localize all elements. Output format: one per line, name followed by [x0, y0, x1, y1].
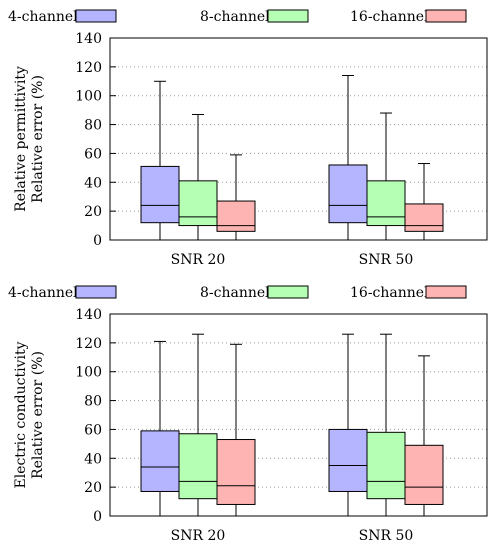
- y-tick-label: 60: [84, 146, 102, 162]
- y-axis-subtitle: Relative error (%): [30, 351, 46, 479]
- y-tick-label: 140: [75, 31, 102, 47]
- box: [178, 180, 218, 227]
- legend-swatch: [267, 9, 309, 23]
- legend-swatch: [75, 9, 117, 23]
- legend-label: 8-channels: [200, 285, 277, 301]
- box: [404, 203, 444, 232]
- plot-frame: [109, 313, 488, 517]
- x-tick-label: SNR 50: [359, 528, 414, 544]
- y-tick-label: 100: [75, 365, 102, 381]
- box: [404, 444, 444, 505]
- legend-label: 16-channels: [350, 285, 436, 301]
- y-tick-label: 40: [84, 175, 102, 191]
- y-tick-label: 40: [84, 451, 102, 467]
- y-axis-title: Relative permittivity: [13, 66, 29, 212]
- x-tick-label: SNR 20: [171, 528, 226, 544]
- box: [328, 164, 368, 224]
- y-tick-label: 60: [84, 422, 102, 438]
- y-axis-title: Electric conductivity: [13, 341, 29, 488]
- y-tick-label: 0: [93, 509, 102, 525]
- box: [140, 165, 180, 224]
- x-tick-label: SNR 50: [359, 252, 414, 268]
- y-tick-label: 80: [84, 118, 102, 134]
- box: [178, 433, 218, 500]
- y-tick-label: 120: [75, 336, 102, 352]
- legend-swatch: [425, 9, 467, 23]
- legend-label: 8-channels: [200, 9, 277, 25]
- permittivity-panel: 0 20 40 60 80 100 120 140 SNR 20 SNR 50 Relative p…: [8, 9, 488, 268]
- y-tick-label: 20: [84, 204, 102, 220]
- legend-label: 16-channels: [350, 9, 436, 25]
- y-tick-label: 140: [75, 307, 102, 323]
- y-tick-label: 120: [75, 60, 102, 76]
- legend-swatch: [425, 285, 467, 299]
- box: [216, 439, 256, 505]
- legend-swatch: [267, 285, 309, 299]
- box: [216, 200, 256, 232]
- legend-label: 4-channels: [8, 9, 85, 25]
- legend-swatch: [75, 285, 117, 299]
- plot-frame: [109, 37, 488, 241]
- legend-label: 4-channels: [8, 285, 85, 301]
- box: [328, 428, 368, 492]
- box: [140, 430, 180, 492]
- y-tick-label: 20: [84, 480, 102, 496]
- conductivity-panel: 0 20 40 60 80 100 120 140 SNR 20 SNR 50 Electric c…: [8, 285, 488, 544]
- y-axis-subtitle: Relative error (%): [30, 75, 46, 203]
- y-tick-label: 80: [84, 394, 102, 410]
- box: [366, 180, 406, 227]
- y-tick-label: 100: [75, 89, 102, 105]
- x-tick-label: SNR 20: [171, 252, 226, 268]
- box: [366, 431, 406, 500]
- y-tick-label: 0: [93, 233, 102, 249]
